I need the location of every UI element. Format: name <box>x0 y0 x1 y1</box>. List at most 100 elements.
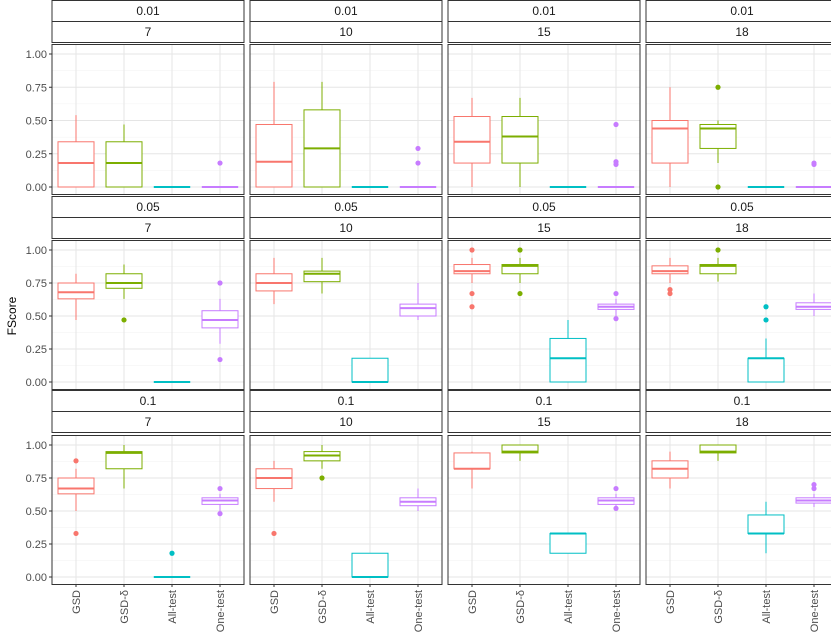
x-tick-label: One-test <box>611 590 623 632</box>
box-body <box>699 123 737 149</box>
box-outlier-point <box>613 316 619 322</box>
y-tick-label: 0.25 <box>26 344 47 356</box>
box-outlier-point <box>667 290 673 297</box>
facet-panel: 0.01 15 <box>447 0 641 195</box>
x-tick-label: GSD <box>467 590 479 614</box>
x-tick-label: GSD <box>269 590 281 614</box>
strip-col-label: 10 <box>339 415 353 429</box>
box-outlier-point <box>763 317 769 323</box>
box-body <box>453 264 491 275</box>
facet-panel: 0.1 18 GSD GSD-δ All-test One-test <box>645 390 831 632</box>
box-body <box>57 282 95 300</box>
x-tick-label: All-test <box>365 590 377 624</box>
x-tick-label: GSD-δ <box>713 590 725 624</box>
box-outlier-point <box>715 84 721 90</box>
box-body <box>57 141 95 188</box>
box-outlier-point <box>613 159 619 165</box>
strip-col <box>645 217 831 239</box>
y-axis-title: FScore <box>5 296 19 335</box>
x-tick-label: GSD-δ <box>317 590 329 624</box>
y-tick-label: 0.00 <box>26 377 47 389</box>
box-outlier-point <box>469 304 475 310</box>
strip-row-label: 0.1 <box>338 394 355 408</box>
box-outlier-point <box>517 247 523 253</box>
box-outlier-point <box>121 317 127 323</box>
strip-col-label: 18 <box>735 415 749 429</box>
x-tick-label: One-test <box>413 590 425 632</box>
facet-panel: 0.05 7 0.00 0.25 0.50 0.75 1.00 <box>26 196 245 390</box>
strip-col-label: 18 <box>735 221 749 235</box>
box-body <box>255 123 293 188</box>
facet-panel: 0.1 15 GSD GSD-δ All-test One-test <box>447 390 641 632</box>
strip-col <box>249 411 443 433</box>
box-body <box>699 264 737 275</box>
panel-border <box>447 435 641 585</box>
box-outlier-point <box>517 290 523 297</box>
box-body <box>549 532 587 554</box>
strip-col <box>645 21 831 43</box>
x-tick-label: GSD-δ <box>515 590 527 624</box>
y-tick-label: 1.00 <box>26 49 47 61</box>
box-outlier-point <box>613 485 619 492</box>
box-outlier-point <box>811 485 817 492</box>
box-outlier-point <box>613 121 619 128</box>
strip-col-label: 18 <box>735 25 749 39</box>
strip-row-label: 0.01 <box>136 4 160 18</box>
x-tick-label: One-test <box>215 590 227 632</box>
y-tick-label: 0.00 <box>26 572 47 584</box>
y-tick-label: 0.25 <box>26 149 47 161</box>
box-body <box>549 337 587 383</box>
box-body <box>399 303 437 317</box>
box-body <box>105 141 143 188</box>
box-body <box>303 270 341 283</box>
y-tick-label: 1.00 <box>26 440 47 452</box>
facet-panel: 0.05 15 <box>447 196 641 390</box>
strip-row-label: 0.01 <box>334 4 358 18</box>
box-outlier-point <box>469 290 475 297</box>
box-outlier-point <box>469 247 475 253</box>
box-body <box>105 273 143 289</box>
strip-col <box>249 21 443 43</box>
y-tick-label: 1.00 <box>26 245 47 257</box>
strip-row-label: 0.1 <box>734 394 751 408</box>
box-outlier-point <box>811 482 817 488</box>
strip-col <box>51 411 245 433</box>
box-outlier-point <box>217 280 223 286</box>
x-tick-label: All-test <box>761 590 773 624</box>
strip-col <box>645 411 831 433</box>
y-tick-label: 0.50 <box>26 311 47 323</box>
panel-border <box>51 44 245 195</box>
box-outlier-point <box>217 356 223 363</box>
x-tick-label: One-test <box>809 590 821 632</box>
box-body <box>501 444 539 454</box>
strip-col-label: 7 <box>145 415 152 429</box>
box-body <box>501 264 539 275</box>
box-body <box>453 452 491 470</box>
box-outlier-point <box>319 475 325 481</box>
box-outlier-point <box>415 145 421 152</box>
box-body <box>453 116 491 164</box>
strip-col-label: 10 <box>339 221 353 235</box>
box-outlier-point <box>613 290 619 297</box>
facet-panel: 0.1 10 GSD GSD-δ All-test One-test <box>249 390 443 632</box>
strip-row-label: 0.05 <box>136 200 160 214</box>
panel-border <box>645 435 831 585</box>
strip-row-label: 0.05 <box>730 200 754 214</box>
y-tick-label: 0.75 <box>26 278 47 290</box>
strip-row-label: 0.1 <box>140 394 157 408</box>
x-tick-label: All-test <box>167 590 179 624</box>
box-outlier-point <box>715 184 721 190</box>
box-outlier-point <box>613 505 619 511</box>
panel-border <box>645 44 831 195</box>
box-outlier-point <box>217 485 223 492</box>
box-body <box>651 120 689 164</box>
box-outlier-point <box>763 304 769 310</box>
facet-panel: 0.05 10 <box>249 196 443 390</box>
panel-border <box>447 44 641 195</box>
y-tick-label: 0.00 <box>26 182 47 194</box>
box-outlier-point <box>217 160 223 166</box>
box-body <box>651 265 689 275</box>
box-body <box>57 477 95 495</box>
strip-col <box>447 217 641 239</box>
panel-border <box>249 240 443 390</box>
